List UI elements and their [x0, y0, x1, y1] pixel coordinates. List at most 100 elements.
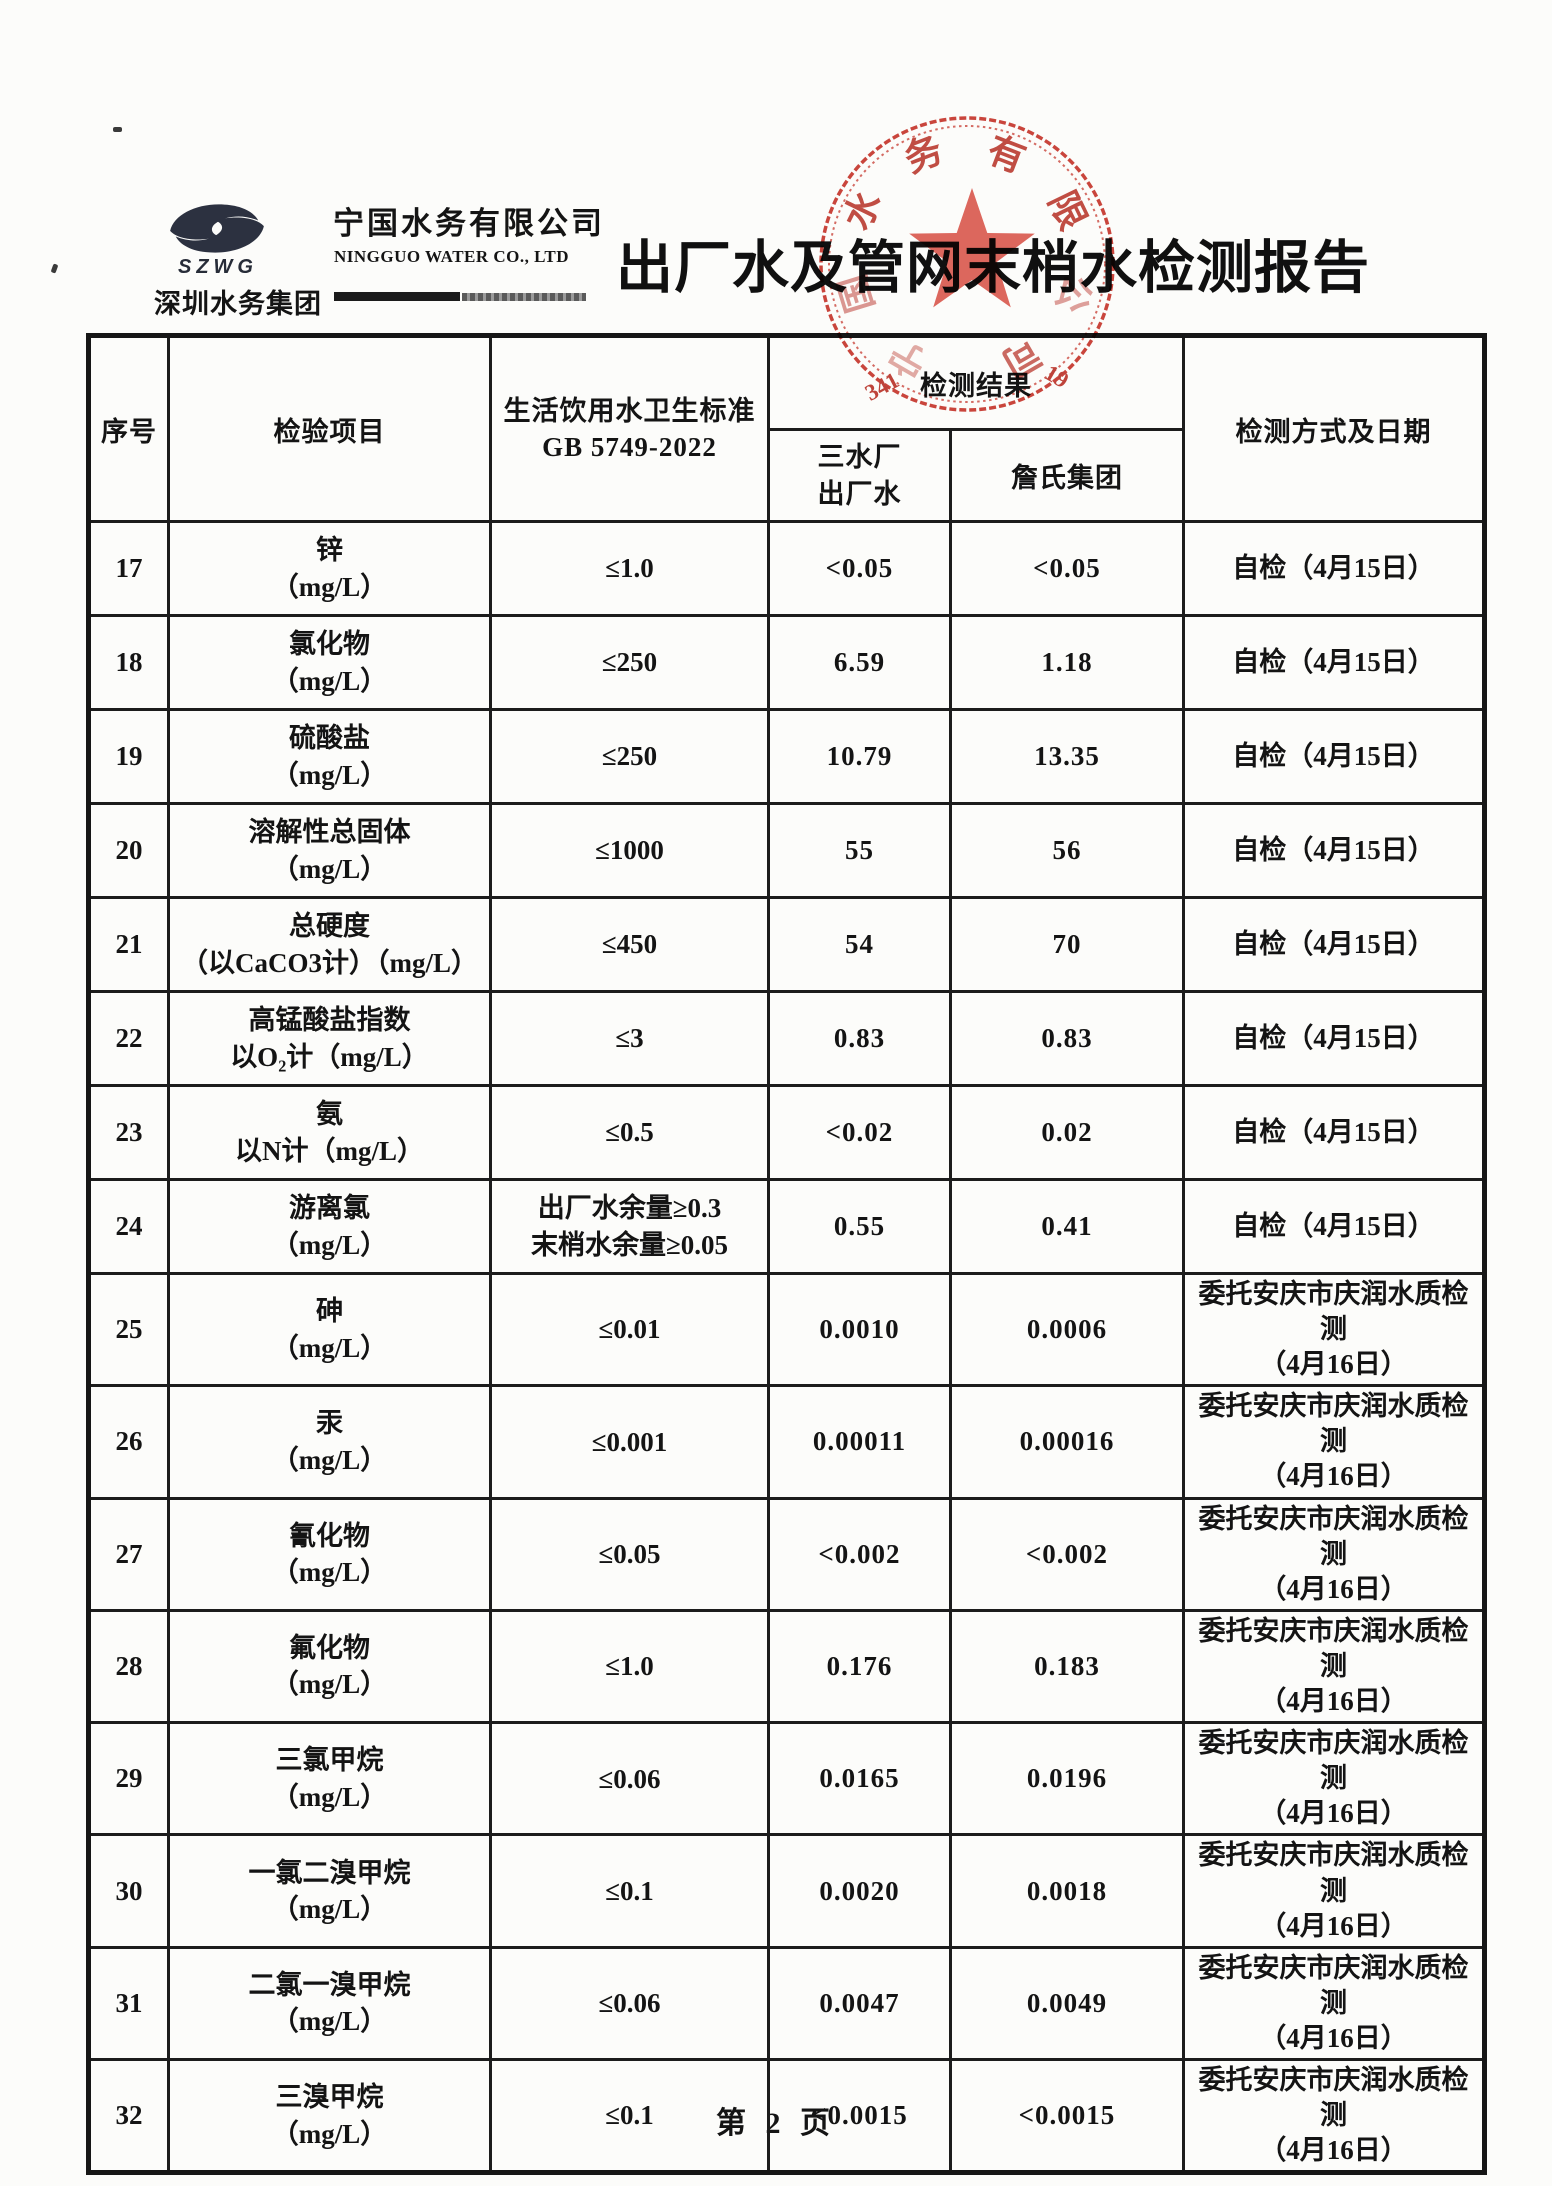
standard-line2: GB 5749-2022 [542, 432, 717, 462]
seal-arc-char: 务 [899, 129, 949, 182]
table-row: 23 氨以N计（mg/L） ≤0.5 <0.02 0.02 自检（4月15日） [87, 1084, 1486, 1181]
zhan-value-cell: 56 [949, 802, 1185, 899]
standard-cell: ≤0.06 [489, 1945, 770, 2061]
table-row: 26 汞（mg/L） ≤0.001 0.00011 0.00016 委托安庆市庆… [87, 1384, 1486, 1500]
row-no-cell: 25 [87, 1271, 170, 1388]
group-name: 深圳水务集团 [154, 289, 322, 319]
plant-value-cell: 0.176 [767, 1608, 952, 1725]
szwg-logo-icon [170, 204, 264, 253]
zhan-value-cell: 0.00016 [949, 1384, 1185, 1500]
item-cell: 汞（mg/L） [167, 1384, 492, 1500]
table-row: 25 砷（mg/L） ≤0.01 0.0010 0.0006 委托安庆市庆润水质… [87, 1271, 1486, 1388]
standard-cell: ≤3 [489, 990, 770, 1087]
table-row: 27 氰化物 （mg/L） ≤0.05 <0.002 <0.002 委托安庆市庆润… [87, 1496, 1486, 1612]
method-cell: 委托安庆市庆润水质检测 （4月16日） [1182, 1608, 1486, 1725]
zhan-value-cell: <0.05 [949, 520, 1185, 617]
item-cell: 一氯二溴甲烷 （mg/L） [167, 1833, 492, 1949]
seal-arc-char: 有 [981, 129, 1031, 182]
standard-cell: ≤1000 [489, 802, 770, 899]
water-quality-table: 序号 检验项目 生活饮用水卫生标准 GB 5749-2022 检测结果 检测方式… [86, 333, 1487, 2176]
table-row: 19 硫酸盐 （mg/L） ≤250 10.79 13.35 自检（4月15日） [87, 708, 1486, 805]
item-cell: 氨以N计（mg/L） [167, 1084, 492, 1181]
method-cell: 自检（4月15日） [1182, 614, 1486, 711]
row-no-cell: 24 [87, 1178, 170, 1275]
plant-line1: 三水厂 [817, 442, 902, 473]
standard-cell: ≤0.05 [489, 1496, 770, 1612]
company-name-en: NINGGUO WATER CO., LTD [334, 247, 570, 266]
row-no-cell: 23 [87, 1084, 170, 1181]
method-cell: 委托安庆市庆润水质检测 （4月16日） [1182, 1384, 1486, 1500]
row-no-cell: 32 [87, 2057, 170, 2175]
zhan-value-cell: 0.02 [949, 1084, 1185, 1181]
item-cell: 三溴甲烷 （mg/L） [167, 2057, 492, 2175]
method-cell: 自检（4月15日） [1182, 896, 1486, 993]
table-row: 32 三溴甲烷 （mg/L） ≤0.1 <0.0015 <0.0015 委托安庆市… [87, 2057, 1486, 2175]
row-no-cell: 17 [87, 520, 170, 617]
row-no-cell: 22 [87, 990, 170, 1087]
item-cell: 二氯一溴甲烷 （mg/L） [167, 1945, 492, 2061]
method-cell: 委托安庆市庆润水质检测 （4月16日） [1182, 1721, 1486, 1837]
zhan-value-cell: 0.83 [949, 990, 1185, 1087]
brand-underline-solid [334, 292, 460, 301]
standard-cell: ≤250 [489, 708, 770, 805]
standard-cell: ≤0.1 [489, 1833, 770, 1949]
col-header-standard: 生活饮用水卫生标准 GB 5749-2022 [489, 334, 770, 523]
col-header-plant: 三水厂 出厂水 [767, 428, 952, 523]
col-header-result: 检测结果 [767, 334, 1185, 431]
standard-cell: ≤450 [489, 896, 770, 993]
item-cell: 氰化物 （mg/L） [167, 1496, 492, 1612]
header-row-1: 序号 检验项目 生活饮用水卫生标准 GB 5749-2022 检测结果 检测方式… [87, 334, 1486, 523]
method-cell: 自检（4月15日） [1182, 520, 1486, 617]
standard-cell: ≤1.0 [489, 1608, 770, 1725]
row-no-cell: 30 [87, 1833, 170, 1949]
plant-value-cell: 54 [767, 896, 952, 993]
standard-line1: 生活饮用水卫生标准 [503, 395, 756, 426]
row-no-cell: 18 [87, 614, 170, 711]
col-header-item: 检验项目 [167, 334, 492, 523]
plant-value-cell: 10.79 [767, 708, 952, 805]
plant-value-cell: 0.0020 [767, 1833, 952, 1949]
plant-value-cell: <0.0015 [767, 2057, 952, 2175]
table-row: 21 总硬度 （以CaCO3计）（mg/L） ≤450 54 70 自检（4月15… [87, 896, 1486, 993]
row-no-cell: 19 [87, 708, 170, 805]
plant-value-cell: 0.0047 [767, 1945, 952, 2061]
method-cell: 委托安庆市庆润水质检测 （4月16日） [1182, 1496, 1486, 1612]
table-row: 18 氯化物 （mg/L） ≤250 6.59 1.18 自检（4月15日） [87, 614, 1486, 711]
item-cell: 砷（mg/L） [167, 1271, 492, 1388]
zhan-value-cell: <0.002 [949, 1496, 1185, 1612]
zhan-value-cell: <0.0015 [949, 2057, 1185, 2175]
plant-value-cell: 0.0165 [767, 1721, 952, 1837]
plant-value-cell: 0.83 [767, 990, 952, 1087]
zhan-value-cell: 0.0049 [949, 1945, 1185, 2061]
company-name-cn: 宁国水务有限公司 [333, 206, 605, 241]
col-header-no: 序号 [87, 334, 170, 523]
zhan-value-cell: 0.0018 [949, 1833, 1185, 1949]
item-cell: 锌（mg/L） [167, 520, 492, 617]
plant-value-cell: <0.002 [767, 1496, 952, 1612]
standard-cell: ≤0.1 [489, 2057, 770, 2175]
table-row: 20 溶解性总固体 （mg/L） ≤1000 55 56 自检（4月15日） [87, 802, 1486, 899]
table-row: 31 二氯一溴甲烷 （mg/L） ≤0.06 0.0047 0.0049 委托安庆… [87, 1945, 1486, 2061]
standard-cell: ≤1.0 [489, 520, 770, 617]
item-cell: 高锰酸盐指数 以O₂计（mg/L） [167, 990, 492, 1087]
zhan-value-cell: 0.0196 [949, 1721, 1185, 1837]
zhan-value-cell: 0.41 [949, 1178, 1185, 1275]
col-header-method: 检测方式及日期 [1182, 334, 1486, 523]
plant-line2: 出厂水 [817, 478, 902, 509]
zhan-value-cell: 0.0006 [949, 1271, 1185, 1388]
table-row: 17 锌（mg/L） ≤1.0 <0.05 <0.05 自检（4月15日） [87, 520, 1486, 617]
standard-cell: ≤0.001 [489, 1384, 770, 1500]
method-cell: 自检（4月15日） [1182, 708, 1486, 805]
standard-cell: 出厂水余量≥0.3 末梢水余量≥0.05 [489, 1178, 770, 1275]
plant-value-cell: 55 [767, 802, 952, 899]
row-no-cell: 31 [87, 1945, 170, 2061]
standard-cell: ≤0.06 [489, 1721, 770, 1837]
item-cell: 氯化物 （mg/L） [167, 614, 492, 711]
table-row: 30 一氯二溴甲烷 （mg/L） ≤0.1 0.0020 0.0018 委托安庆市… [87, 1833, 1486, 1949]
table-row: 24 游离氯 （mg/L） 出厂水余量≥0.3 末梢水余量≥0.05 0.55 0.… [87, 1178, 1486, 1275]
table-row: 28 氟化物 （mg/L） ≤1.0 0.176 0.183 委托安庆市庆润水质检… [87, 1608, 1486, 1725]
row-no-cell: 20 [87, 802, 170, 899]
brand-underline-hatched [462, 293, 586, 301]
item-cell: 三氯甲烷 （mg/L） [167, 1721, 492, 1837]
